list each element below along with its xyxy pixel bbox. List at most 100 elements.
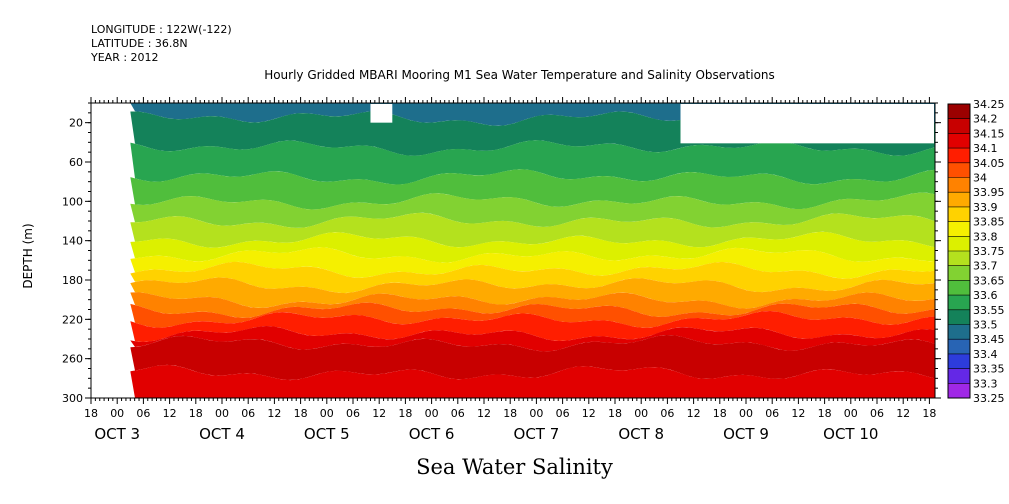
- missing-data-masks: [92, 104, 977, 398]
- x-tick-label: 00: [425, 407, 439, 420]
- x-tick-label: 00: [529, 407, 543, 420]
- colorbar-swatch: [948, 104, 970, 120]
- y-tick-label: 300: [62, 392, 83, 405]
- colorbar-swatch: [948, 148, 970, 164]
- x-tick-label: 00: [320, 407, 334, 420]
- depth-band: [130, 140, 935, 185]
- x-tick-label: 06: [136, 407, 150, 420]
- colorbar-swatch: [948, 206, 970, 223]
- colorbar-swatch: [948, 265, 970, 281]
- x-tick-label: 18: [84, 407, 98, 420]
- latitude-label: LATITUDE : 36.8N: [91, 37, 188, 50]
- y-tick-label: 140: [62, 235, 83, 248]
- colorbar-label: 33.95: [973, 186, 1005, 199]
- x-tick-label: 18: [922, 407, 936, 420]
- x-date-label: OCT 3: [94, 425, 140, 443]
- header-metadata: LONGITUDE : 122W(-122) LATITUDE : 36.8N …: [91, 23, 232, 65]
- x-date-label: OCT 7: [514, 425, 560, 443]
- x-tick-label: 12: [372, 407, 386, 420]
- colorbar-label: 33.85: [973, 216, 1005, 229]
- y-axis: 20 60 100 140 180 220 260 300: [62, 102, 941, 405]
- colorbar-swatch: [948, 368, 970, 384]
- x-tick-label: 12: [477, 407, 491, 420]
- x-tick-label: 06: [660, 407, 674, 420]
- x-tick-label: 00: [844, 407, 858, 420]
- colorbar-swatch: [948, 118, 970, 134]
- x-tick-label: 18: [713, 407, 727, 420]
- x-tick-label: 06: [870, 407, 884, 420]
- depth-band: [130, 212, 935, 248]
- colorbar-label: 33.25: [973, 392, 1005, 405]
- x-tick-label: 06: [346, 407, 360, 420]
- colorbar: 34.2534.234.1534.134.053433.9533.933.853…: [947, 98, 1005, 405]
- colorbar-swatch: [948, 192, 970, 208]
- x-tick-label: 18: [818, 407, 832, 420]
- y-tick-label: 220: [62, 313, 83, 326]
- colorbar-label: 34.2: [973, 113, 998, 126]
- colorbar-label: 34.25: [973, 98, 1005, 111]
- depth-band: [130, 302, 935, 328]
- y-tick-label: 20: [69, 117, 83, 130]
- x-tick-label: 12: [582, 407, 596, 420]
- depth-band: [130, 326, 935, 352]
- x-axis: 18 00 06 12 18 00 06 12 18 00 06 12 18 00 06 12 18 00 06 12…: [84, 97, 936, 443]
- colorbar-label: 33.65: [973, 274, 1005, 287]
- y-tick-label: 180: [62, 274, 83, 287]
- colorbar-swatch: [948, 339, 970, 355]
- x-tick-label: 00: [634, 407, 648, 420]
- year-label: YEAR : 2012: [91, 51, 159, 64]
- x-tick-label: 12: [687, 407, 701, 420]
- colorbar-swatch: [948, 177, 970, 193]
- x-tick-label: 06: [451, 407, 465, 420]
- depth-band: [130, 311, 935, 342]
- depth-band: [130, 277, 935, 309]
- bottom-title: Sea Water Salinity: [416, 455, 613, 479]
- colorbar-swatch: [948, 221, 970, 237]
- colorbar-label: 33.8: [973, 230, 998, 243]
- colorbar-swatch: [948, 309, 970, 325]
- colorbar-swatch: [948, 280, 970, 296]
- x-tick-label: 18: [398, 407, 412, 420]
- colorbar-swatch: [948, 162, 970, 178]
- x-tick-label: 06: [765, 407, 779, 420]
- x-tick-label: 18: [503, 407, 517, 420]
- colorbar-label: 33.6: [973, 289, 998, 302]
- colorbar-swatch: [948, 383, 970, 399]
- depth-band: [130, 261, 935, 294]
- colorbar-label: 34: [973, 172, 987, 185]
- colorbar-label: 34.15: [973, 127, 1005, 140]
- x-tick-label: 00: [110, 407, 124, 420]
- depth-band: [130, 292, 935, 318]
- no-data-region: [92, 104, 131, 398]
- x-tick-label: 12: [896, 407, 910, 420]
- depth-bands: [130, 103, 935, 398]
- x-tick-label: 12: [791, 407, 805, 420]
- x-tick-label: 12: [163, 407, 177, 420]
- longitude-label: LONGITUDE : 122W(-122): [91, 23, 232, 36]
- chart-title: Hourly Gridded MBARI Mooring M1 Sea Wate…: [264, 68, 775, 82]
- colorbar-label: 33.7: [973, 260, 998, 273]
- colorbar-swatch: [948, 324, 970, 340]
- depth-band: [130, 232, 935, 263]
- colorbar-label: 33.75: [973, 245, 1005, 258]
- no-data-region: [968, 142, 977, 161]
- colorbar-label: 33.3: [973, 377, 998, 390]
- colorbar-label: 33.55: [973, 304, 1005, 317]
- x-date-label: OCT 4: [199, 425, 245, 443]
- x-date-label: OCT 6: [409, 425, 455, 443]
- y-tick-label: 260: [62, 353, 83, 366]
- colorbar-label: 34.1: [973, 142, 998, 155]
- x-date-label: OCT 5: [304, 425, 350, 443]
- colorbar-label: 33.35: [973, 363, 1005, 376]
- x-tick-label: 00: [739, 407, 753, 420]
- x-date-label: OCT 8: [618, 425, 664, 443]
- depth-band: [130, 365, 935, 398]
- x-tick-label: 18: [294, 407, 308, 420]
- x-tick-label: 12: [267, 407, 281, 420]
- y-tick-label: 100: [62, 195, 83, 208]
- x-tick-label: 06: [556, 407, 570, 420]
- colorbar-swatch: [948, 353, 970, 370]
- colorbar-swatch: [948, 251, 970, 267]
- colorbar-label: 33.9: [973, 201, 998, 214]
